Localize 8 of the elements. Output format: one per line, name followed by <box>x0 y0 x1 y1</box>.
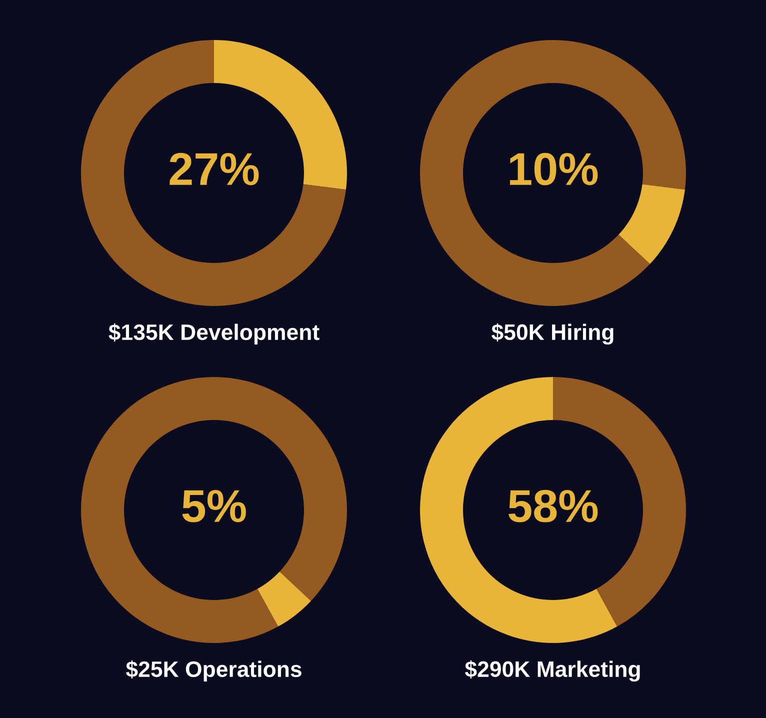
text: $135K Development <box>108 323 320 344</box>
text: 10% <box>510 152 598 186</box>
text: $50K Hiring <box>492 323 614 345</box>
text: $25K Operations <box>126 660 302 682</box>
text: $290K Marketing <box>464 660 640 682</box>
text: 27% <box>170 152 259 186</box>
text: 58% <box>508 490 598 522</box>
text: 5% <box>182 490 246 522</box>
